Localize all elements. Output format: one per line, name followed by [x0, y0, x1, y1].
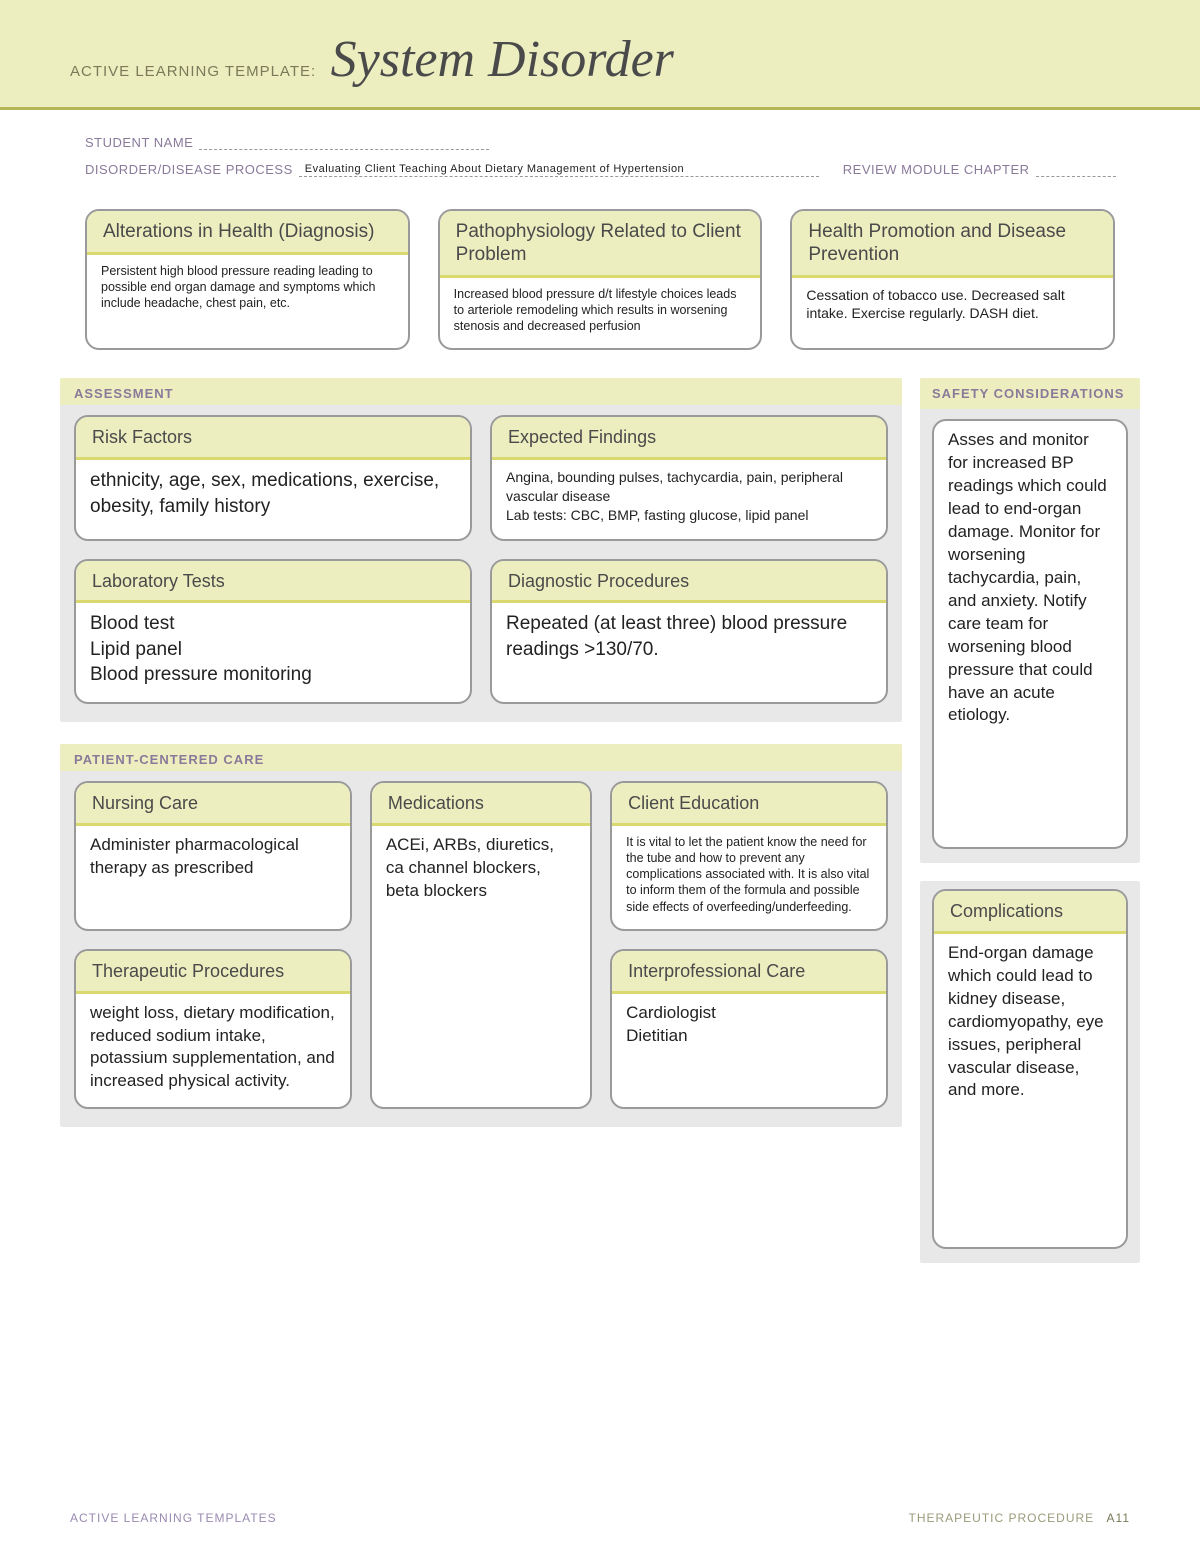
content-area: Alterations in Health (Diagnosis) Persis… [0, 209, 1200, 1263]
meds-card: Medications ACEi, ARBs, diuretics, ca ch… [370, 781, 592, 1109]
interprof-body: Cardiologist Dietitian [612, 994, 886, 1108]
safety-head: SAFETY CONSIDERATIONS [920, 378, 1140, 409]
footer: ACTIVE LEARNING TEMPLATES THERAPEUTIC PR… [70, 1511, 1130, 1525]
page: ACTIVE LEARNING TEMPLATE: System Disorde… [0, 0, 1200, 1553]
health-promo-body: Cessation of tobacco use. Decreased salt… [792, 278, 1113, 349]
health-promo-title: Health Promotion and Disease Prevention [792, 211, 1113, 278]
labs-body: Blood test Lipid panel Blood pressure mo… [76, 603, 470, 702]
assessment-grid: Risk Factors ethnicity, age, sex, medica… [74, 415, 888, 704]
risk-title: Risk Factors [76, 417, 470, 460]
alterations-title: Alterations in Health (Diagnosis) [87, 211, 408, 255]
footer-right: THERAPEUTIC PROCEDURE A11 [909, 1511, 1131, 1525]
safety-body: Asses and monitor for increased BP readi… [934, 421, 1126, 847]
student-name-line[interactable] [199, 136, 489, 150]
labs-title: Laboratory Tests [76, 561, 470, 604]
footer-right-text: THERAPEUTIC PROCEDURE [909, 1511, 1095, 1525]
header-band: ACTIVE LEARNING TEMPLATE: System Disorde… [0, 0, 1200, 110]
safety-card: Asses and monitor for increased BP readi… [932, 419, 1128, 849]
disorder-line[interactable]: Evaluating Client Teaching About Dietary… [299, 163, 819, 177]
pcc-head: PATIENT-CENTERED CARE [60, 744, 902, 771]
patho-title: Pathophysiology Related to Client Proble… [440, 211, 761, 278]
footer-code: A11 [1107, 1511, 1130, 1525]
interprof-card: Interprofessional Care Cardiologist Diet… [610, 949, 888, 1109]
patho-body: Increased blood pressure d/t lifestyle c… [440, 278, 761, 349]
diag-body: Repeated (at least three) blood pressure… [492, 603, 886, 702]
findings-card: Expected Findings Angina, bounding pulse… [490, 415, 888, 540]
columns: ASSESSMENT Risk Factors ethnicity, age, … [60, 378, 1140, 1263]
top-row: Alterations in Health (Diagnosis) Persis… [60, 209, 1140, 350]
nursing-title: Nursing Care [76, 783, 350, 826]
health-promo-card: Health Promotion and Disease Prevention … [790, 209, 1115, 350]
complications-section: Complications End-organ damage which cou… [920, 881, 1140, 1263]
pcc-title: PATIENT-CENTERED CARE [74, 752, 888, 767]
assessment-section: ASSESSMENT Risk Factors ethnicity, age, … [60, 378, 902, 722]
complications-card: Complications End-organ damage which cou… [932, 889, 1128, 1249]
disorder-row: DISORDER/DISEASE PROCESS Evaluating Clie… [85, 162, 1115, 177]
alterations-body: Persistent high blood pressure reading l… [87, 255, 408, 349]
patho-card: Pathophysiology Related to Client Proble… [438, 209, 763, 350]
therapeutic-title: Therapeutic Procedures [76, 951, 350, 994]
complications-title: Complications [934, 891, 1126, 934]
therapeutic-card: Therapeutic Procedures weight loss, diet… [74, 949, 352, 1109]
disorder-label: DISORDER/DISEASE PROCESS [85, 162, 293, 177]
interprof-title: Interprofessional Care [612, 951, 886, 994]
assessment-title: ASSESSMENT [74, 386, 888, 401]
labs-card: Laboratory Tests Blood test Lipid panel … [74, 559, 472, 705]
complications-body: End-organ damage which could lead to kid… [934, 934, 1126, 1247]
header-prefix: ACTIVE LEARNING TEMPLATE: [70, 63, 316, 80]
safety-title: SAFETY CONSIDERATIONS [932, 386, 1128, 403]
review-label: REVIEW MODULE CHAPTER [843, 162, 1030, 177]
student-name-label: STUDENT NAME [85, 135, 193, 150]
alterations-card: Alterations in Health (Diagnosis) Persis… [85, 209, 410, 350]
assessment-head: ASSESSMENT [60, 378, 902, 405]
education-body: It is vital to let the patient know the … [612, 826, 886, 929]
meds-body: ACEi, ARBs, diuretics, ca channel blocke… [372, 826, 590, 1108]
meds-title: Medications [372, 783, 590, 826]
col-right: SAFETY CONSIDERATIONS Asses and monitor … [920, 378, 1140, 1263]
pcc-grid-top: Nursing Care Administer pharmacological … [74, 781, 888, 1109]
risk-card: Risk Factors ethnicity, age, sex, medica… [74, 415, 472, 540]
nursing-body: Administer pharmacological therapy as pr… [76, 826, 350, 929]
info-lines: STUDENT NAME DISORDER/DISEASE PROCESS Ev… [0, 110, 1200, 209]
student-name-row: STUDENT NAME [85, 135, 1115, 150]
therapeutic-body: weight loss, dietary modification, reduc… [76, 994, 350, 1108]
risk-body: ethnicity, age, sex, medications, exerci… [76, 460, 470, 539]
footer-left: ACTIVE LEARNING TEMPLATES [70, 1511, 277, 1525]
col-left: ASSESSMENT Risk Factors ethnicity, age, … [60, 378, 902, 1263]
disorder-value: Evaluating Client Teaching About Dietary… [305, 163, 684, 175]
header-title: System Disorder [331, 30, 674, 89]
review-line[interactable] [1036, 163, 1116, 177]
pcc-section: PATIENT-CENTERED CARE Nursing Care Admin… [60, 744, 902, 1127]
education-title: Client Education [612, 783, 886, 826]
findings-title: Expected Findings [492, 417, 886, 460]
findings-body: Angina, bounding pulses, tachycardia, pa… [492, 460, 886, 539]
diag-title: Diagnostic Procedures [492, 561, 886, 604]
safety-section: SAFETY CONSIDERATIONS Asses and monitor … [920, 378, 1140, 863]
nursing-card: Nursing Care Administer pharmacological … [74, 781, 352, 931]
education-card: Client Education It is vital to let the … [610, 781, 888, 931]
diag-card: Diagnostic Procedures Repeated (at least… [490, 559, 888, 705]
